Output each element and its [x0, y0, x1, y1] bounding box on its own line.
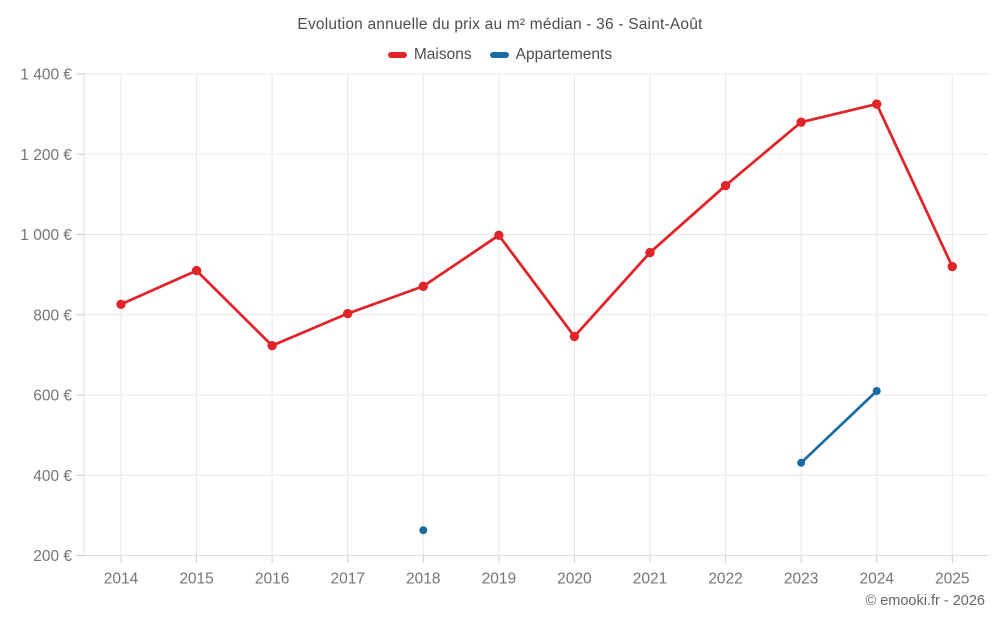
x-axis-label: 2025 — [935, 571, 969, 588]
legend-item-appartements[interactable]: Appartements — [489, 46, 613, 64]
series-maisons-point[interactable] — [872, 99, 882, 109]
legend-swatch-maisons-icon — [387, 52, 407, 58]
series-appartements-line — [799, 389, 879, 465]
series-maisons-point[interactable] — [418, 281, 428, 291]
series-maisons-line — [119, 102, 954, 348]
series-appartements-point[interactable] — [419, 526, 428, 535]
legend-label-maisons: Maisons — [413, 46, 472, 63]
series-maisons-point[interactable] — [645, 247, 655, 258]
x-axis-label: 2014 — [104, 571, 139, 588]
legend-swatch-appartements-icon — [489, 52, 509, 58]
chart-legend: Maisons Appartements — [0, 46, 1000, 64]
y-axis-label: 600 € — [33, 388, 72, 405]
series-appartements-point[interactable] — [872, 386, 881, 395]
x-axis-label: 2017 — [330, 571, 364, 588]
y-axis-label: 200 € — [33, 548, 72, 565]
legend-label-appartements: Appartements — [515, 46, 613, 63]
series-maisons-point[interactable] — [343, 308, 353, 319]
series-appartements-point[interactable] — [797, 458, 806, 467]
x-axis-label: 2015 — [179, 571, 213, 588]
y-axis-label: 400 € — [33, 468, 72, 485]
series-maisons-point[interactable] — [569, 331, 580, 342]
x-axis-label: 2024 — [859, 571, 894, 588]
series-maisons-point[interactable] — [947, 261, 957, 272]
y-axis-label: 1 000 € — [20, 227, 72, 244]
y-axis-label: 1 200 € — [20, 147, 72, 164]
x-axis-label: 2022 — [708, 571, 742, 588]
y-axis-label: 1 400 € — [20, 67, 72, 84]
x-axis-label: 2023 — [784, 571, 818, 588]
copyright-text: © emooki.fr - 2026 — [865, 593, 985, 609]
legend-item-maisons[interactable]: Maisons — [387, 46, 472, 64]
series-maisons-point[interactable] — [267, 340, 277, 351]
series-maisons-point[interactable] — [494, 230, 504, 241]
x-axis-label: 2016 — [255, 571, 289, 588]
series-maisons-point[interactable] — [116, 299, 126, 310]
x-axis-label: 2019 — [482, 571, 516, 588]
x-axis-label: 2020 — [557, 571, 592, 588]
y-axis-label: 800 € — [33, 307, 72, 324]
series-maisons-point[interactable] — [796, 117, 806, 127]
series-maisons-point[interactable] — [720, 180, 731, 191]
chart-title: Evolution annuelle du prix au m² médian … — [297, 16, 703, 33]
series-maisons-point[interactable] — [191, 265, 202, 276]
x-axis-label: 2021 — [633, 571, 667, 588]
x-axis-label: 2018 — [406, 571, 440, 588]
